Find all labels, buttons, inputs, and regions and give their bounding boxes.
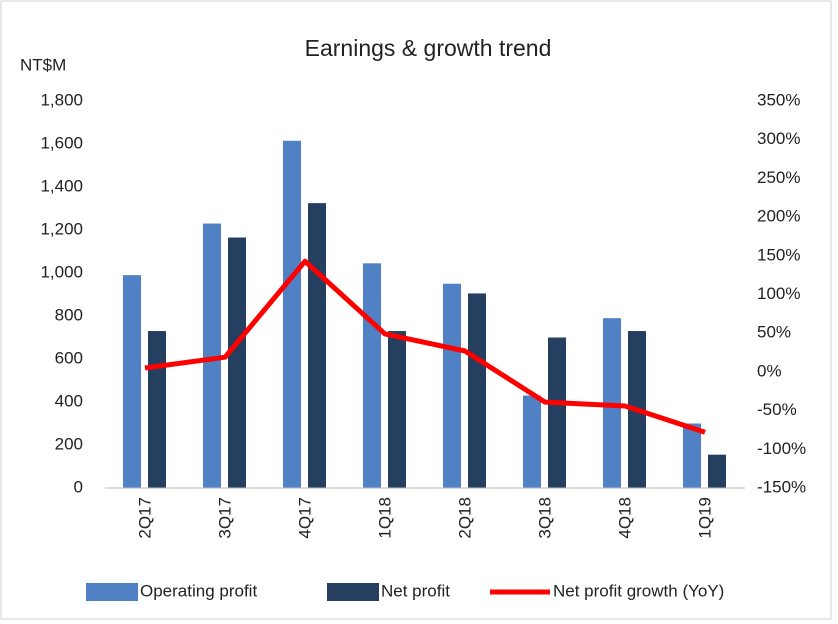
bar [363, 263, 381, 488]
bar [283, 140, 301, 488]
y-tick-label: 800 [55, 305, 83, 324]
y-tick-label: 1,800 [40, 90, 83, 109]
legend-swatch [86, 583, 138, 601]
y2-tick-label: 200% [757, 207, 800, 226]
bar [548, 337, 566, 488]
legend-label: Operating profit [140, 581, 257, 600]
legend-label: Net profit growth (YoY) [553, 581, 724, 600]
bar [203, 223, 221, 489]
y2-tick-label: 150% [757, 245, 800, 264]
x-tick-label: 2Q18 [455, 497, 474, 539]
x-tick-label: 2Q17 [135, 497, 154, 539]
y2-tick-label: 100% [757, 284, 800, 303]
y-tick-label: 1,000 [40, 262, 83, 281]
y2-tick-label: 250% [757, 168, 800, 187]
y-tick-label: 0 [74, 477, 83, 496]
y-axis-label: NT$M [20, 55, 66, 74]
bar [123, 275, 141, 488]
y-tick-label: 1,600 [40, 133, 83, 152]
x-tick-label: 3Q18 [535, 497, 554, 539]
line [144, 258, 706, 435]
y2-tick-label: 0% [757, 361, 782, 380]
y2-tick-label: -100% [757, 439, 806, 458]
y2-tick-label: -150% [757, 477, 806, 496]
y-tick-label: 1,400 [40, 176, 83, 195]
x-tick-label: 3Q17 [215, 497, 234, 539]
legend-label: Net profit [381, 581, 450, 600]
x-tick-label: 1Q18 [375, 497, 394, 539]
bar [388, 331, 406, 488]
bar [148, 331, 166, 488]
x-tick-label: 4Q17 [295, 497, 314, 539]
x-tick-label: 1Q19 [695, 497, 714, 539]
bar [443, 283, 461, 488]
bar [228, 237, 246, 488]
y-tick-label: 400 [55, 391, 83, 410]
y2-tick-label: 300% [757, 129, 800, 148]
y-tick-label: 1,200 [40, 219, 83, 238]
y2-tick-label: 350% [757, 90, 800, 109]
bar [708, 454, 726, 488]
bar [468, 293, 486, 488]
chart-title: Earnings & growth trend [305, 35, 552, 61]
y2-tick-label: -50% [757, 400, 797, 419]
bar [308, 203, 326, 488]
bar [683, 423, 701, 488]
x-tick-label: 4Q18 [615, 497, 634, 539]
bar [523, 395, 541, 488]
y2-tick-label: 50% [757, 323, 791, 342]
y-tick-label: 200 [55, 434, 83, 453]
y-tick-label: 600 [55, 348, 83, 367]
legend-swatch [327, 583, 379, 601]
